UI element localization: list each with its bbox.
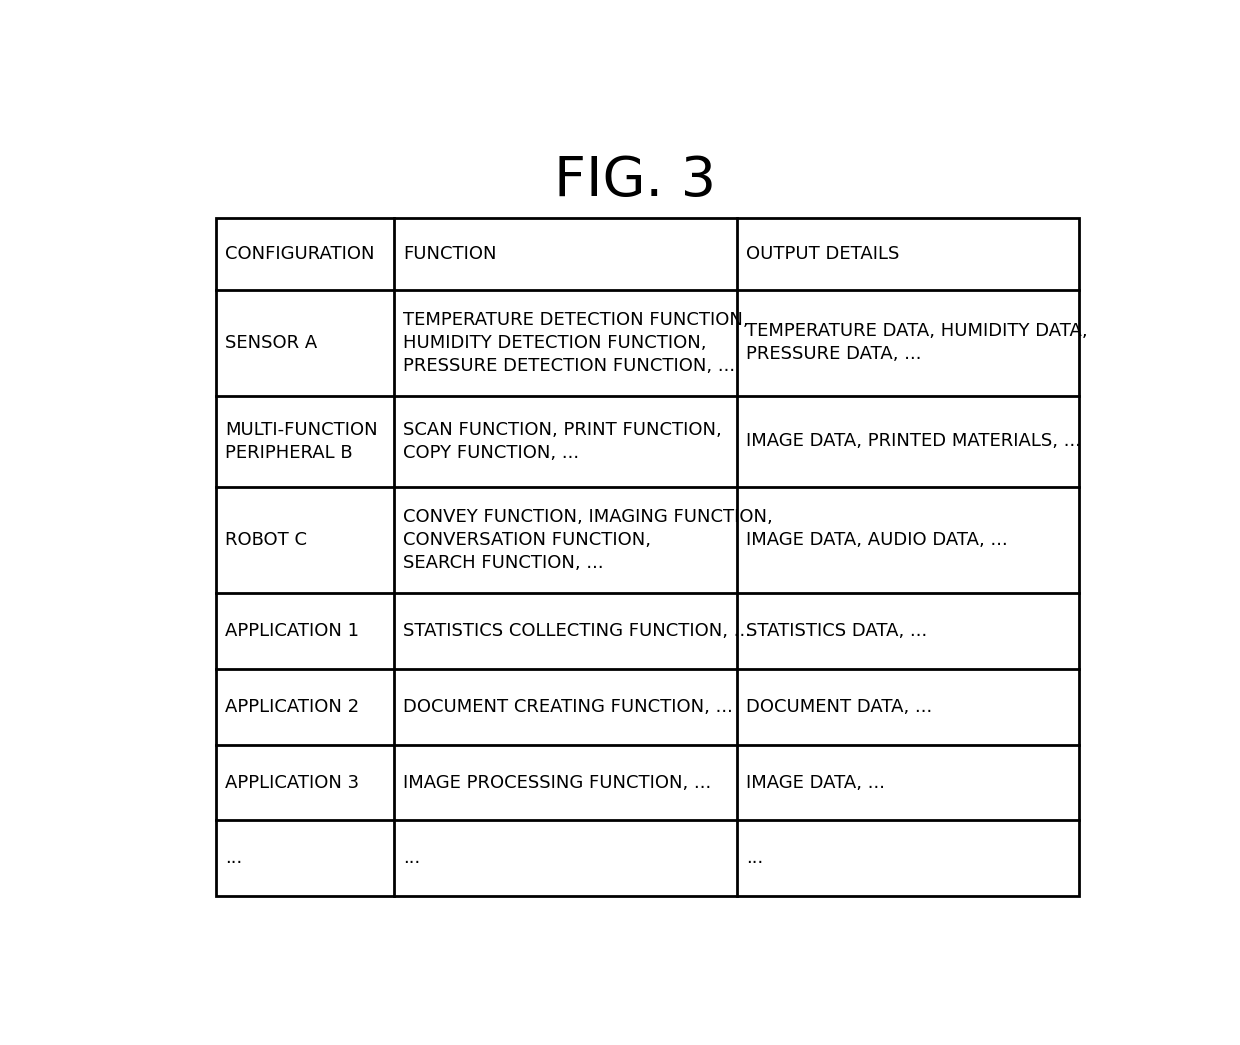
Text: ...: ... <box>226 850 242 867</box>
Text: CONFIGURATION: CONFIGURATION <box>226 245 374 262</box>
Text: IMAGE PROCESSING FUNCTION, ...: IMAGE PROCESSING FUNCTION, ... <box>403 773 712 791</box>
Text: OUTPUT DETAILS: OUTPUT DETAILS <box>746 245 899 262</box>
Text: ROBOT C: ROBOT C <box>226 531 308 549</box>
Text: FUNCTION: FUNCTION <box>403 245 497 262</box>
Text: MULTI-FUNCTION
PERIPHERAL B: MULTI-FUNCTION PERIPHERAL B <box>226 421 378 462</box>
Text: SCAN FUNCTION, PRINT FUNCTION,
COPY FUNCTION, ...: SCAN FUNCTION, PRINT FUNCTION, COPY FUNC… <box>403 421 722 462</box>
Text: IMAGE DATA, ...: IMAGE DATA, ... <box>746 773 885 791</box>
Text: APPLICATION 3: APPLICATION 3 <box>226 773 360 791</box>
Text: STATISTICS COLLECTING FUNCTION, ...: STATISTICS COLLECTING FUNCTION, ... <box>403 622 751 640</box>
Text: CONVEY FUNCTION, IMAGING FUNCTION,
CONVERSATION FUNCTION,
SEARCH FUNCTION, ...: CONVEY FUNCTION, IMAGING FUNCTION, CONVE… <box>403 508 773 572</box>
Text: FIG. 3: FIG. 3 <box>554 154 717 208</box>
Text: TEMPERATURE DATA, HUMIDITY DATA,
PRESSURE DATA, ...: TEMPERATURE DATA, HUMIDITY DATA, PRESSUR… <box>746 322 1087 363</box>
Text: ...: ... <box>403 850 420 867</box>
Text: DOCUMENT DATA, ...: DOCUMENT DATA, ... <box>746 698 932 716</box>
Text: SENSOR A: SENSOR A <box>226 333 317 352</box>
Text: APPLICATION 1: APPLICATION 1 <box>226 622 360 640</box>
Text: ...: ... <box>746 850 764 867</box>
Text: APPLICATION 2: APPLICATION 2 <box>226 698 360 716</box>
Text: TEMPERATURE DETECTION FUNCTION,
HUMIDITY DETECTION FUNCTION,
PRESSURE DETECTION : TEMPERATURE DETECTION FUNCTION, HUMIDITY… <box>403 310 749 374</box>
Text: STATISTICS DATA, ...: STATISTICS DATA, ... <box>746 622 928 640</box>
Text: DOCUMENT CREATING FUNCTION, ...: DOCUMENT CREATING FUNCTION, ... <box>403 698 733 716</box>
Text: IMAGE DATA, AUDIO DATA, ...: IMAGE DATA, AUDIO DATA, ... <box>746 531 1008 549</box>
Bar <box>216 218 1080 897</box>
Text: IMAGE DATA, PRINTED MATERIALS, ...: IMAGE DATA, PRINTED MATERIALS, ... <box>746 433 1081 450</box>
